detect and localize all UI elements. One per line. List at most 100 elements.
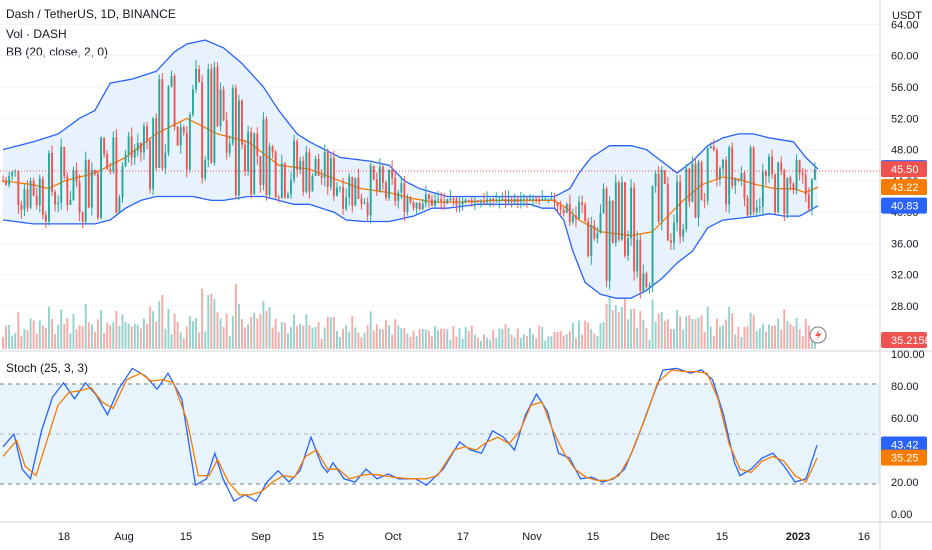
candle xyxy=(72,166,75,201)
candle xyxy=(804,169,807,203)
candle xyxy=(645,271,648,289)
time-axis[interactable]: 18 Aug 15 Sep 15 Oct 17 Nov 15 Dec 15 2023 16 xyxy=(58,531,870,543)
candle xyxy=(26,180,29,212)
candle xyxy=(388,169,391,201)
volume-bar xyxy=(630,309,633,349)
candle xyxy=(565,202,568,214)
volume-bar xyxy=(179,332,182,349)
volume-bar xyxy=(722,325,724,349)
candle xyxy=(430,194,433,207)
candle xyxy=(103,136,106,158)
volume-bar xyxy=(222,326,225,349)
volume-bar xyxy=(581,334,584,349)
volume-bar xyxy=(247,324,250,349)
candle xyxy=(538,195,541,205)
volume-bar xyxy=(201,288,204,349)
candle xyxy=(722,158,724,176)
volume-bar xyxy=(256,318,259,349)
time-label: Dec xyxy=(650,531,670,543)
volume-bar xyxy=(127,323,130,349)
volume-bar xyxy=(489,339,492,349)
candle xyxy=(532,195,535,207)
candle xyxy=(97,170,99,220)
candle xyxy=(329,154,332,191)
candle xyxy=(792,182,795,195)
candle xyxy=(256,127,259,165)
candle xyxy=(461,197,464,211)
volume-bar xyxy=(645,327,648,349)
price-tag: 40.83 xyxy=(881,197,927,214)
price-tick: 48.00 xyxy=(891,145,919,157)
candle xyxy=(774,173,777,215)
volume-bar xyxy=(700,315,703,349)
volume-bar xyxy=(492,329,495,349)
volume-bar xyxy=(23,328,26,349)
volume-bar xyxy=(234,284,237,349)
candle xyxy=(286,191,289,199)
price-axis[interactable]: USDT 64.0060.0056.0052.0048.0044.0040.00… xyxy=(891,10,922,313)
price-tag: 43.22 xyxy=(881,178,927,195)
candle xyxy=(810,178,813,216)
candle xyxy=(63,146,66,180)
volume-bar xyxy=(452,326,455,349)
candle xyxy=(372,165,375,181)
stoch-tick: 20.00 xyxy=(891,477,919,489)
bb-lower-line xyxy=(2,195,819,299)
candle xyxy=(195,60,197,93)
candle xyxy=(112,131,115,174)
candle xyxy=(755,199,758,218)
stoch-d-line xyxy=(2,369,818,496)
candle xyxy=(575,206,577,228)
volume-bar xyxy=(290,327,292,349)
candle xyxy=(54,189,57,212)
symbol-title: Dash / TetherUS, 1D, BINANCE xyxy=(6,7,176,21)
volume-bar xyxy=(565,334,568,349)
stoch-legend: Stoch (25, 3, 3) xyxy=(6,361,88,375)
candle xyxy=(669,233,672,250)
volume-bar xyxy=(682,329,685,349)
candle xyxy=(562,207,565,217)
volume-bar xyxy=(685,316,688,349)
volume-bar xyxy=(406,333,409,349)
volume-bar xyxy=(483,334,485,349)
lightning-icon[interactable] xyxy=(809,326,827,344)
volume-bar xyxy=(320,338,323,349)
candle xyxy=(446,198,449,205)
volume-bar xyxy=(146,323,148,349)
volume-bar xyxy=(725,319,728,349)
volume-bar xyxy=(734,334,737,349)
candle xyxy=(434,193,436,208)
volume-bar xyxy=(241,319,243,349)
candle xyxy=(663,170,666,185)
candle xyxy=(84,151,87,224)
candle xyxy=(553,193,556,208)
candle xyxy=(93,169,96,177)
candle xyxy=(351,176,354,213)
candle xyxy=(657,166,660,224)
time-label: 17 xyxy=(457,531,469,543)
candle xyxy=(437,191,440,204)
volume-bar xyxy=(60,309,63,349)
volume-bar xyxy=(731,313,734,349)
svg-text:35.25: 35.25 xyxy=(891,453,919,465)
stoch-label: Stoch (25, 3, 3) xyxy=(6,361,89,375)
price-tick: 36.00 xyxy=(891,238,919,250)
volume-bar xyxy=(192,321,194,349)
volume-bar xyxy=(669,328,672,349)
price-tick: 32.00 xyxy=(891,270,919,282)
price-tick: 52.00 xyxy=(891,113,919,125)
candle xyxy=(17,170,20,214)
candle xyxy=(737,178,740,183)
volume-bar xyxy=(32,320,35,349)
volume-bar xyxy=(807,325,810,349)
candle xyxy=(44,211,47,228)
candle xyxy=(535,196,538,204)
volume-bar xyxy=(323,327,326,349)
candle xyxy=(473,196,476,210)
volume-bar xyxy=(424,329,427,349)
price-tag: 43.42 xyxy=(881,436,927,453)
volume-bar xyxy=(507,327,510,349)
candle xyxy=(633,182,636,281)
